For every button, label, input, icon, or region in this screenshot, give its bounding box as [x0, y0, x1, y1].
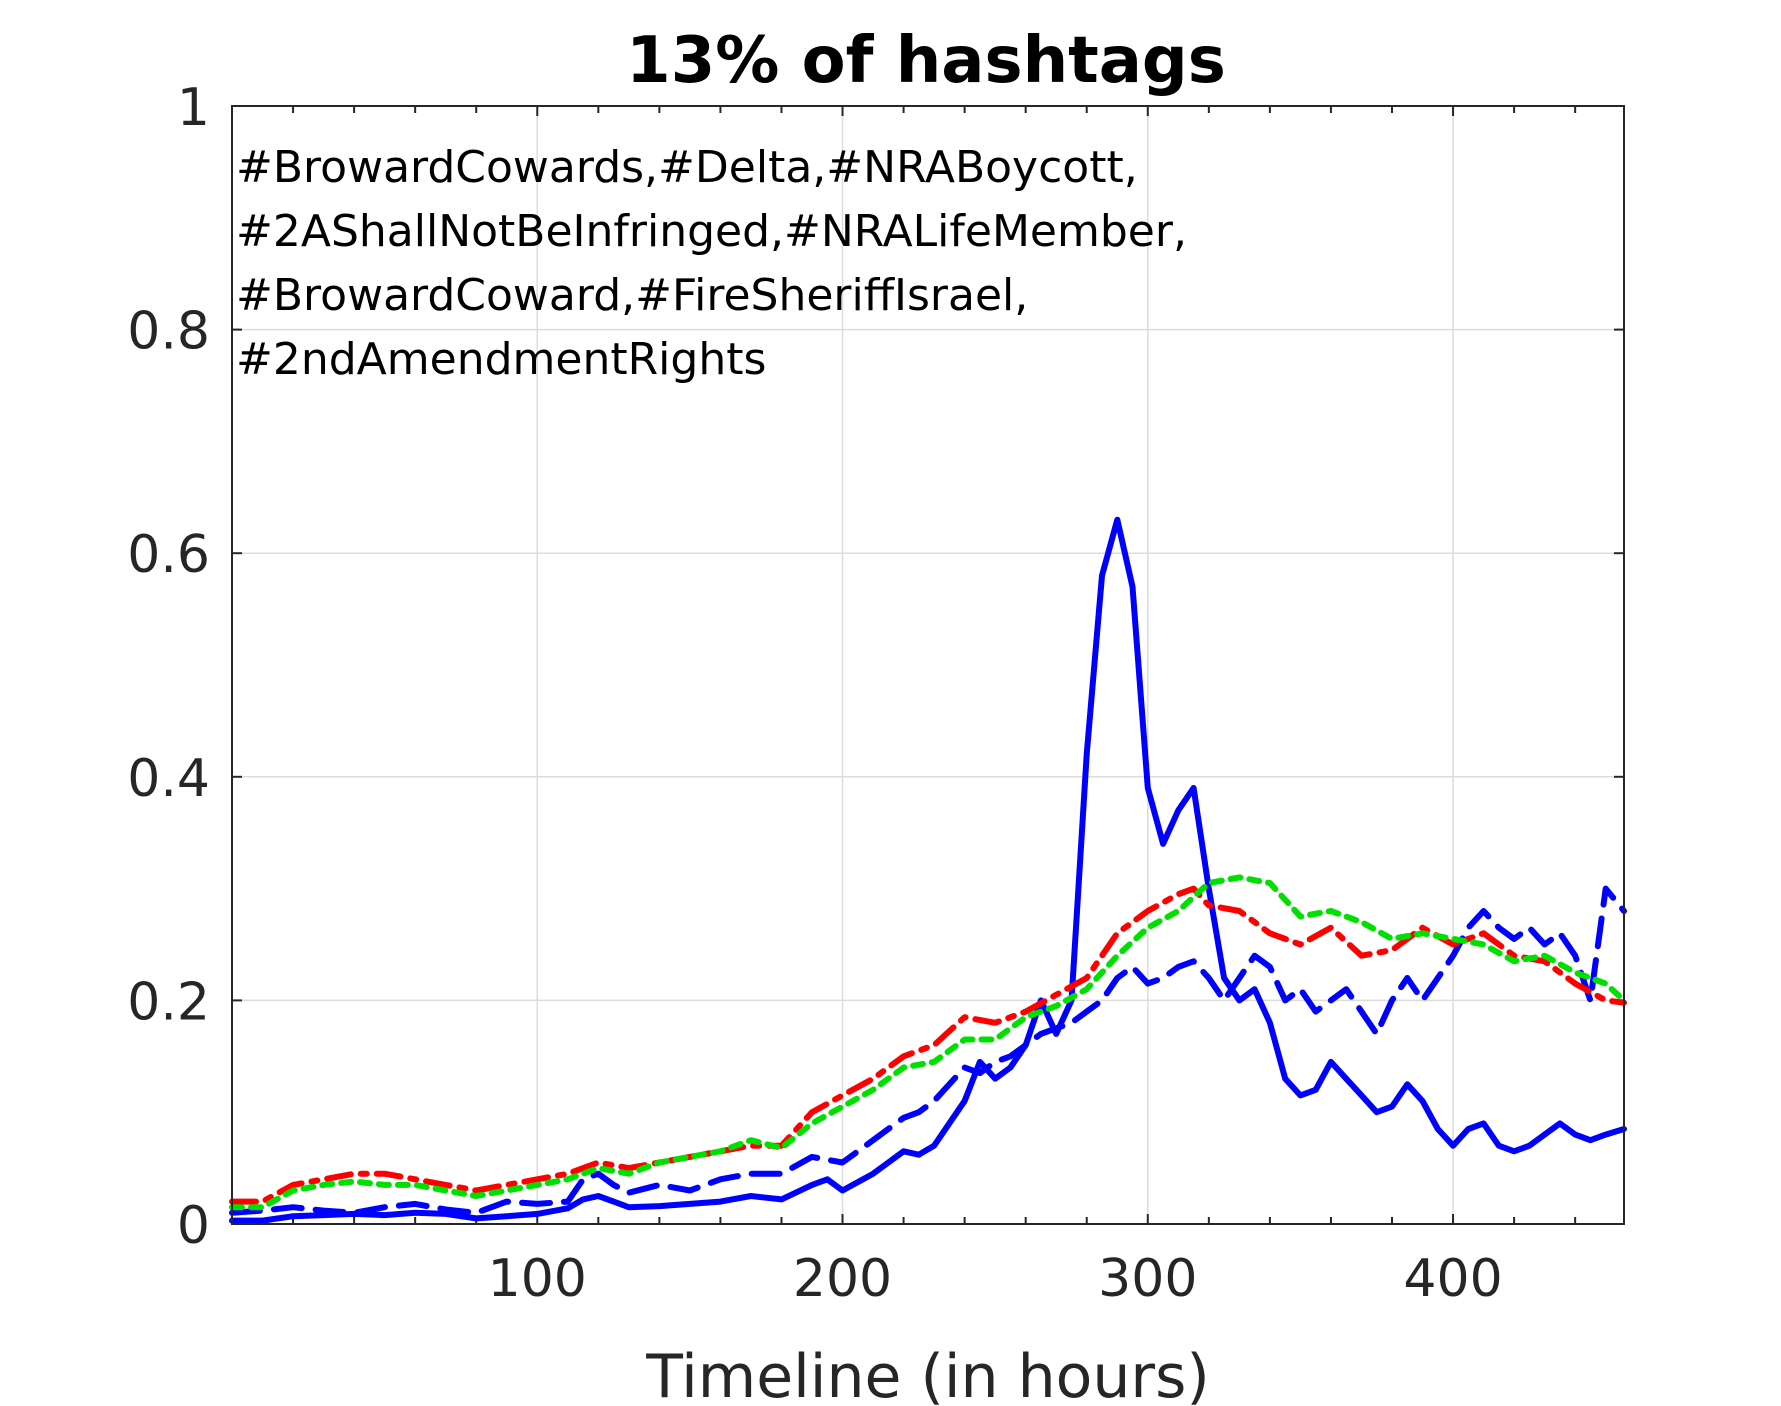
- series-solid-blue: [229, 516, 1627, 1224]
- x-tick-label: 400: [1403, 1249, 1502, 1309]
- annotation-line: #BrowardCowards,#Delta,#NRABoycott,: [236, 142, 1138, 193]
- y-tick-label: 1: [177, 78, 210, 138]
- y-tick-label: 0: [177, 1196, 210, 1256]
- y-tick-label: 0.4: [127, 749, 210, 809]
- annotation-line: #2AShallNotBeInfringed,#NRALifeMember,: [236, 206, 1187, 257]
- series-dotted-green: [229, 874, 1627, 1211]
- x-tick-label: 200: [793, 1249, 892, 1309]
- series-dashdot-red: [229, 885, 1627, 1205]
- y-tick-label: 0.2: [127, 972, 210, 1032]
- x-tick-label: 300: [1098, 1249, 1197, 1309]
- annotation-line: #BrowardCoward,#FireSheriffIsrael,: [236, 270, 1028, 321]
- y-tick-label: 0.6: [127, 525, 210, 585]
- y-tick-labels: 0 0.2 0.4 0.6 0.8 1: [127, 78, 210, 1256]
- hashtag-annotation: #BrowardCowards,#Delta,#NRABoycott, #2ASh…: [236, 142, 1187, 385]
- series-dashed-blue: [229, 885, 1627, 1216]
- x-axis-label: Timeline (in hours): [645, 1342, 1209, 1406]
- chart-title: 13% of hashtags: [626, 24, 1226, 98]
- x-tick-labels: 100 200 300 400: [488, 1249, 1503, 1309]
- axes-frame: [231, 105, 1625, 1225]
- series-group: [229, 516, 1627, 1224]
- y-tick-label: 0.8: [127, 302, 210, 362]
- annotation-line: #2ndAmendmentRights: [236, 334, 766, 385]
- x-tick-label: 100: [488, 1249, 587, 1309]
